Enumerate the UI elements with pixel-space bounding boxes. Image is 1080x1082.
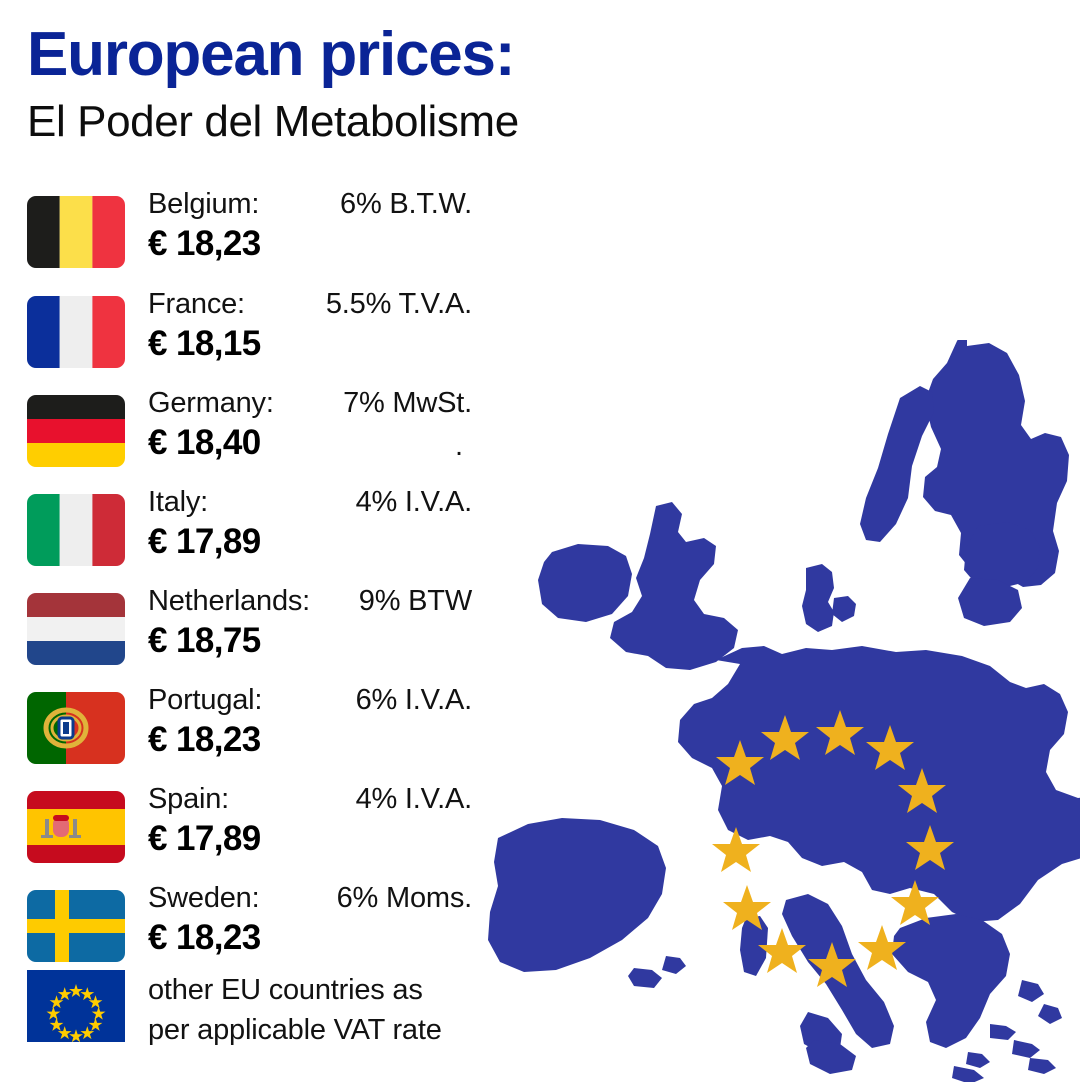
price-row-sweden: Sweden: 6% Moms. € 18,23 [0,880,500,976]
star-icon [906,825,954,870]
country-label: Spain: [148,783,230,815]
star-icon [808,942,856,987]
vat-rate-label: 6% B.T.W. [340,188,472,220]
price-value: € 18,15 [148,324,261,363]
footer-note-line-2: per applicable VAT rate [148,1014,442,1046]
price-value: € 17,89 [148,819,261,858]
other-eu-countries-note: other EU countries as per applicable VAT… [0,964,500,1064]
star-icon [761,715,809,760]
star-icon [723,885,771,930]
price-value: € 18,23 [148,720,261,759]
price-list: Belgium: 6% B.T.W. € 18,23 France: 5.5% … [0,0,500,1080]
price-row-belgium: Belgium: 6% B.T.W. € 18,23 [0,186,500,282]
star-icon [716,740,764,785]
price-row-germany: Germany: 7% MwSt. € 18,40 [0,385,500,481]
country-label: Netherlands: [148,585,311,617]
price-value: € 18,75 [148,621,261,660]
vat-rate-label: 6% I.V.A. [355,684,473,716]
star-icon [816,710,864,755]
star-icon [758,928,806,973]
star-icon [858,925,906,970]
flag-portugal-icon [27,692,125,764]
page-subtitle: El Poder del Metabolisme [27,97,519,146]
vat-rate-label: 7% MwSt. [343,387,472,419]
price-value: € 17,89 [148,522,261,561]
vat-rate-label: 6% Moms. [336,882,473,914]
map-landmass-shape [488,340,1080,1082]
stray-punctuation-mark: . [455,430,464,462]
price-row-netherlands: Netherlands: 9% BTW € 18,75 [0,583,500,679]
flag-germany-icon [27,395,125,467]
star-icon [898,768,946,813]
country-label: Belgium: [148,188,260,220]
vat-rate-label: 5.5% T.V.A. [325,288,472,320]
price-row-spain: Spain: 4% I.V.A. € 17,89 [0,781,500,877]
star-icon [866,725,914,770]
vat-rate-label: 9% BTW [358,585,472,617]
star-icon [712,827,760,872]
price-row-italy: Italy: 4% I.V.A. € 17,89 [0,484,500,580]
flag-italy-icon [27,494,125,566]
country-label: Portugal: [148,684,263,716]
flag-spain-icon [27,791,125,863]
flag-european-union-icon [27,970,125,1042]
country-label: Italy: [148,486,209,518]
vat-rate-label: 4% I.V.A. [355,783,473,815]
country-label: Germany: [148,387,274,419]
european-union-map [470,340,1080,1082]
flag-sweden-icon [27,890,125,962]
vat-rate-label: 4% I.V.A. [355,486,473,518]
eu-stars-ring [712,710,954,987]
country-label: France: [148,288,245,320]
country-label: Sweden: [148,882,260,914]
page-title: European prices: [27,20,515,89]
price-row-france: France: 5.5% T.V.A. € 18,15 [0,286,500,382]
flag-netherlands-icon [27,593,125,665]
price-row-portugal: Portugal: 6% I.V.A. € 18,23 [0,682,500,778]
price-value: € 18,23 [148,224,261,263]
price-value: € 18,23 [148,918,261,957]
footer-note-line-1: other EU countries as [148,974,423,1006]
price-value: € 18,40 [148,423,261,462]
flag-belgium-icon [27,196,125,268]
flag-france-icon [27,296,125,368]
star-icon [891,880,939,925]
